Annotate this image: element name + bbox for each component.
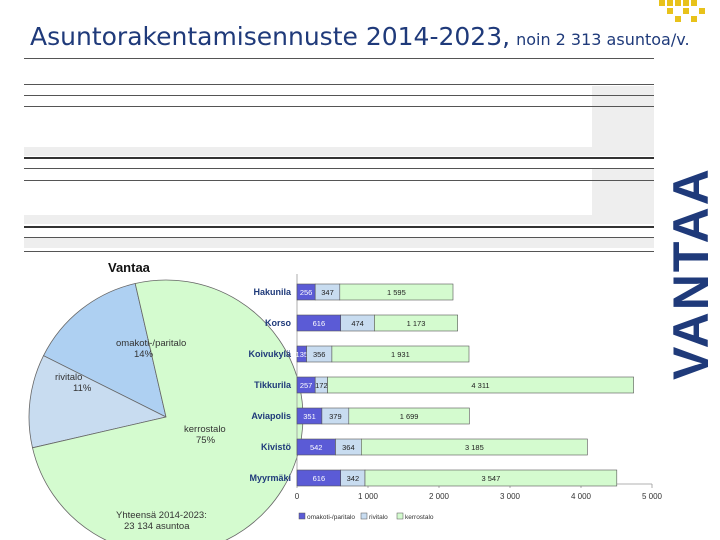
table-rule bbox=[24, 95, 654, 96]
table-rule bbox=[24, 84, 654, 85]
bar-chart: 0 1 000 2 000 3 000 4 000 5 000 Hakunila 256 347… bbox=[248, 274, 663, 521]
x-tick-label: 3 000 bbox=[500, 492, 521, 501]
row-shade bbox=[24, 147, 654, 156]
bar-value-label: 364 bbox=[342, 443, 355, 452]
category-label: Myyrmäki bbox=[249, 473, 291, 483]
table-rule bbox=[24, 58, 654, 59]
bar-value-label: 542 bbox=[310, 443, 323, 452]
legend-label: omakoti-/paritalo bbox=[307, 514, 355, 521]
table-rule bbox=[24, 157, 654, 159]
brand-wordmark: VANTAA bbox=[664, 167, 716, 380]
bar-value-label: 257 bbox=[300, 381, 313, 390]
pie-footer: Yhteensä 2014-2023: bbox=[116, 510, 207, 521]
x-tick-label: 2 000 bbox=[429, 492, 450, 501]
forecast-tables bbox=[24, 58, 654, 254]
bar-segment bbox=[361, 438, 588, 456]
bar-value-label: 3 547 bbox=[482, 474, 501, 483]
bar-value-label: 1 173 bbox=[407, 319, 426, 328]
bar-value-label: 351 bbox=[303, 412, 316, 421]
table-rule bbox=[24, 180, 654, 181]
brand-word: VANTAA bbox=[664, 167, 716, 380]
pie-value-label: 14% bbox=[134, 349, 154, 360]
bar-segment bbox=[348, 407, 470, 425]
title-main: Asuntorakentamisennuste 2014-2023, bbox=[30, 22, 511, 51]
pie-slice bbox=[32, 279, 304, 540]
total-shade bbox=[592, 86, 654, 156]
bar-value-label: 1 699 bbox=[400, 412, 419, 421]
x-tick-label: 4 000 bbox=[571, 492, 592, 501]
pie-value-label: 75% bbox=[196, 435, 216, 446]
row-shade bbox=[24, 215, 654, 224]
bar-value-label: 3 185 bbox=[465, 443, 484, 452]
pie-slice bbox=[42, 283, 167, 418]
legend-label: kerrostalo bbox=[405, 514, 434, 521]
category-label: Kivistö bbox=[261, 442, 292, 452]
bar-value-label: 1 595 bbox=[387, 288, 406, 297]
legend-swatch bbox=[396, 512, 404, 520]
category-label: Aviapolis bbox=[251, 411, 291, 421]
bar-value-label: 172 bbox=[315, 381, 328, 390]
bar-value-label: 135 bbox=[296, 350, 309, 359]
bar-segment bbox=[327, 376, 634, 394]
table-rule bbox=[24, 106, 654, 107]
bar-segment bbox=[364, 469, 618, 487]
bar-value-label: 1 931 bbox=[391, 350, 410, 359]
bar-value-label: 474 bbox=[351, 319, 364, 328]
table-rule bbox=[24, 237, 654, 238]
bar-value-label: 342 bbox=[347, 474, 360, 483]
x-tick-label: 0 bbox=[295, 492, 300, 501]
bar-segment bbox=[339, 283, 454, 301]
x-tick-label: 5 000 bbox=[642, 492, 663, 501]
title-sub: noin 2 313 asuntoa/v. bbox=[516, 30, 690, 49]
legend-swatch bbox=[360, 512, 368, 520]
table-rule bbox=[24, 226, 654, 228]
pie-label: omakoti-/paritalo bbox=[116, 338, 186, 349]
brand-logo-squares bbox=[659, 0, 705, 22]
bar-segment bbox=[374, 314, 458, 332]
page-title: Asuntorakentamisennuste 2014-2023, noin 2… bbox=[30, 22, 690, 51]
row-shade bbox=[24, 238, 654, 248]
category-label: Tikkurila bbox=[254, 380, 292, 390]
bar-value-label: 256 bbox=[300, 288, 313, 297]
category-label: Koivukylä bbox=[248, 349, 292, 359]
category-label: Hakunila bbox=[253, 287, 292, 297]
legend-label: rivitalo bbox=[369, 514, 388, 521]
bar-value-label: 379 bbox=[329, 412, 342, 421]
bar-value-label: 356 bbox=[313, 350, 326, 359]
legend-swatch bbox=[298, 512, 306, 520]
table-rule bbox=[24, 251, 654, 252]
bar-segment bbox=[331, 345, 470, 363]
x-tick-label: 1 000 bbox=[358, 492, 379, 501]
table-rule bbox=[24, 168, 654, 169]
pie-label: rivitalo bbox=[55, 372, 82, 383]
total-shade bbox=[592, 168, 654, 224]
bar-value-label: 616 bbox=[313, 474, 326, 483]
pie-footer: 23 134 asuntoa bbox=[124, 521, 190, 532]
category-label: Korso bbox=[265, 318, 292, 328]
bar-value-label: 347 bbox=[321, 288, 334, 297]
pie-label: kerrostalo bbox=[184, 424, 226, 435]
bar-value-label: 4 311 bbox=[471, 381, 489, 390]
pie-title: Vantaa bbox=[108, 260, 151, 275]
bar-value-label: 616 bbox=[313, 319, 326, 328]
pie-value-label: 11% bbox=[73, 383, 92, 394]
